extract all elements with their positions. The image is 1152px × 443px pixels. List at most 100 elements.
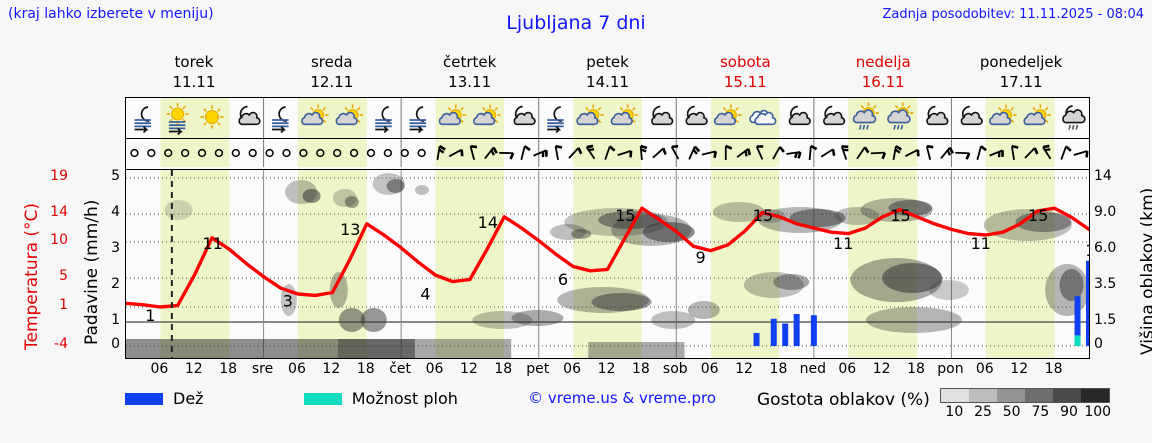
x-axis-tick: 18 [907,361,925,377]
x-axis-tick: sob [662,361,688,377]
wind-barb-band [125,139,1090,169]
day-name: torek [174,53,214,71]
day-header-sreda: sreda 12.11 [263,52,401,96]
x-axis-tick: 12 [597,361,616,377]
day-header-sobota: sobota 15.11 [676,52,814,96]
day-date: 14.11 [586,73,629,91]
cloud-density-tick: 50 [1002,404,1021,420]
day-header-nedelja: nedelja 16.11 [814,52,952,96]
x-axis-tick: 12 [460,361,478,377]
x-axis-tick: 12 [735,361,753,377]
temperature-point-label: 15 [753,206,773,225]
temperature-tick: 1 [59,297,68,313]
temperature-point-label: 9 [695,248,705,267]
x-axis-tick: 06 [563,361,582,377]
x-axis-tick: 06 [425,361,444,377]
precipitation-tick: 2 [111,276,120,292]
day-date: 13.11 [448,73,492,91]
cloud-density-label: Gostota oblakov (%) [757,390,930,410]
cloud-density-tick: 25 [974,404,992,420]
last-update-label: Zadnja posodobitev: 11.11.2025 - 08:04 [882,7,1144,22]
x-axis-tick: 18 [769,361,788,377]
day-name: četrtek [442,53,497,71]
precipitation-tick: 4 [111,204,120,220]
cloud-density-swatch [1025,389,1053,402]
temperature-tick: -4 [54,336,68,352]
day-date: 15.11 [723,73,767,91]
cloud-height-tick: 6.0 [1094,240,1117,256]
temperature-point-label: 11 [971,234,991,253]
x-axis-tick: čet [389,361,412,377]
x-axis-tick: ned [799,361,827,377]
temperature-point-label: 13 [340,220,360,239]
temperature-point-label: 4 [420,284,430,303]
day-date: 12.11 [310,73,354,91]
temperature-point-label: 1 [145,306,155,325]
day-name: ponedeljek [979,53,1063,71]
rain-legend-label: Dež [173,389,204,408]
day-header-torek: torek 11.11 [125,52,263,96]
x-axis-tick: 12 [322,361,341,377]
day-name: nedelja [855,53,911,71]
temperature-point-label: 15 [615,206,635,225]
x-axis-tick: 18 [1044,361,1063,377]
cloud-height-axis-title: Višina oblakov (km) [1138,187,1152,355]
cloud-density-tick: 75 [1031,404,1050,420]
day-header-petek: petek 14.11 [539,52,677,96]
location-menu-note[interactable]: (kraj lahko izberete v meniju) [8,6,214,22]
temperature-tick: 5 [59,268,68,284]
precipitation-tick: 3 [111,240,120,256]
x-axis-tick: 18 [219,361,238,377]
cloud-density-tick: 100 [1084,404,1112,420]
showers-legend-label: Možnost ploh [351,389,458,408]
cloud-height-tick: 9.0 [1094,204,1117,220]
precipitation-tick: 0 [111,336,120,352]
temperature-point-label: 10 [1085,241,1089,260]
temperature-point-label: 6 [558,270,568,289]
meteogram-canvas: 1113134146159151115111510 [126,170,1089,358]
temperature-point-label: 3 [283,292,293,311]
day-date: 17.11 [999,73,1043,91]
temperature-tick: 19 [50,168,68,184]
x-axis-tick: 18 [631,361,650,377]
precipitation-tick: 1 [111,312,120,328]
cloud-density-swatch [941,389,969,402]
x-axis-tick: 18 [494,361,513,377]
day-header-ponedeljek: ponedeljek 17.11 [952,52,1090,96]
temperature-tick: 10 [50,232,68,248]
temperature-tick: 14 [50,204,68,220]
temperature-point-label: 11 [833,234,853,253]
cloud-density-swatch [969,389,997,402]
x-axis-tick: 06 [150,361,169,377]
day-name: sreda [310,53,353,71]
x-axis-tick: pon [937,361,964,377]
day-date: 11.11 [172,73,216,91]
cloud-density-tick: 10 [945,404,964,420]
showers-legend-swatch [303,392,342,405]
temperature-point-label: 14 [478,213,498,232]
cloud-height-tick: 0 [1094,336,1103,352]
x-axis-tick: sre [251,361,274,377]
temperature-point-label: 11 [203,234,223,253]
meteogram-plot: 1113134146159151115111510 [125,169,1090,359]
cloud-density-swatch [1053,389,1081,402]
day-header-band: torek 11.11 sreda 12.11 četrtek 13.11 petek 14.… [125,52,1090,96]
x-axis-tick: 06 [700,361,719,377]
x-axis-tick: 18 [356,361,375,377]
cloud-height-tick: 14 [1094,168,1112,184]
x-axis-tick: 06 [838,361,857,377]
temperature-point-label: 15 [890,206,910,225]
rain-legend-swatch [125,392,163,405]
day-header-četrtek: četrtek 13.11 [401,52,539,96]
x-axis-tick: pet [526,361,550,377]
cloud-density-tick: 90 [1060,404,1078,420]
x-axis-tick: 06 [975,361,994,377]
cloud-density-gradient [940,388,1110,403]
page-title: Ljubljana 7 dni [506,12,646,34]
cloud-density-scale: 10 25 50 75 90 100 [940,388,1112,420]
x-axis-tick: 12 [872,361,891,377]
day-date: 16.11 [861,73,905,91]
copyright-link[interactable]: © vreme.us & vreme.pro [528,389,717,407]
temperature-point-label: 15 [1028,206,1048,225]
legend: Dež Možnost ploh © vreme.us & vreme.pro [125,388,1145,436]
